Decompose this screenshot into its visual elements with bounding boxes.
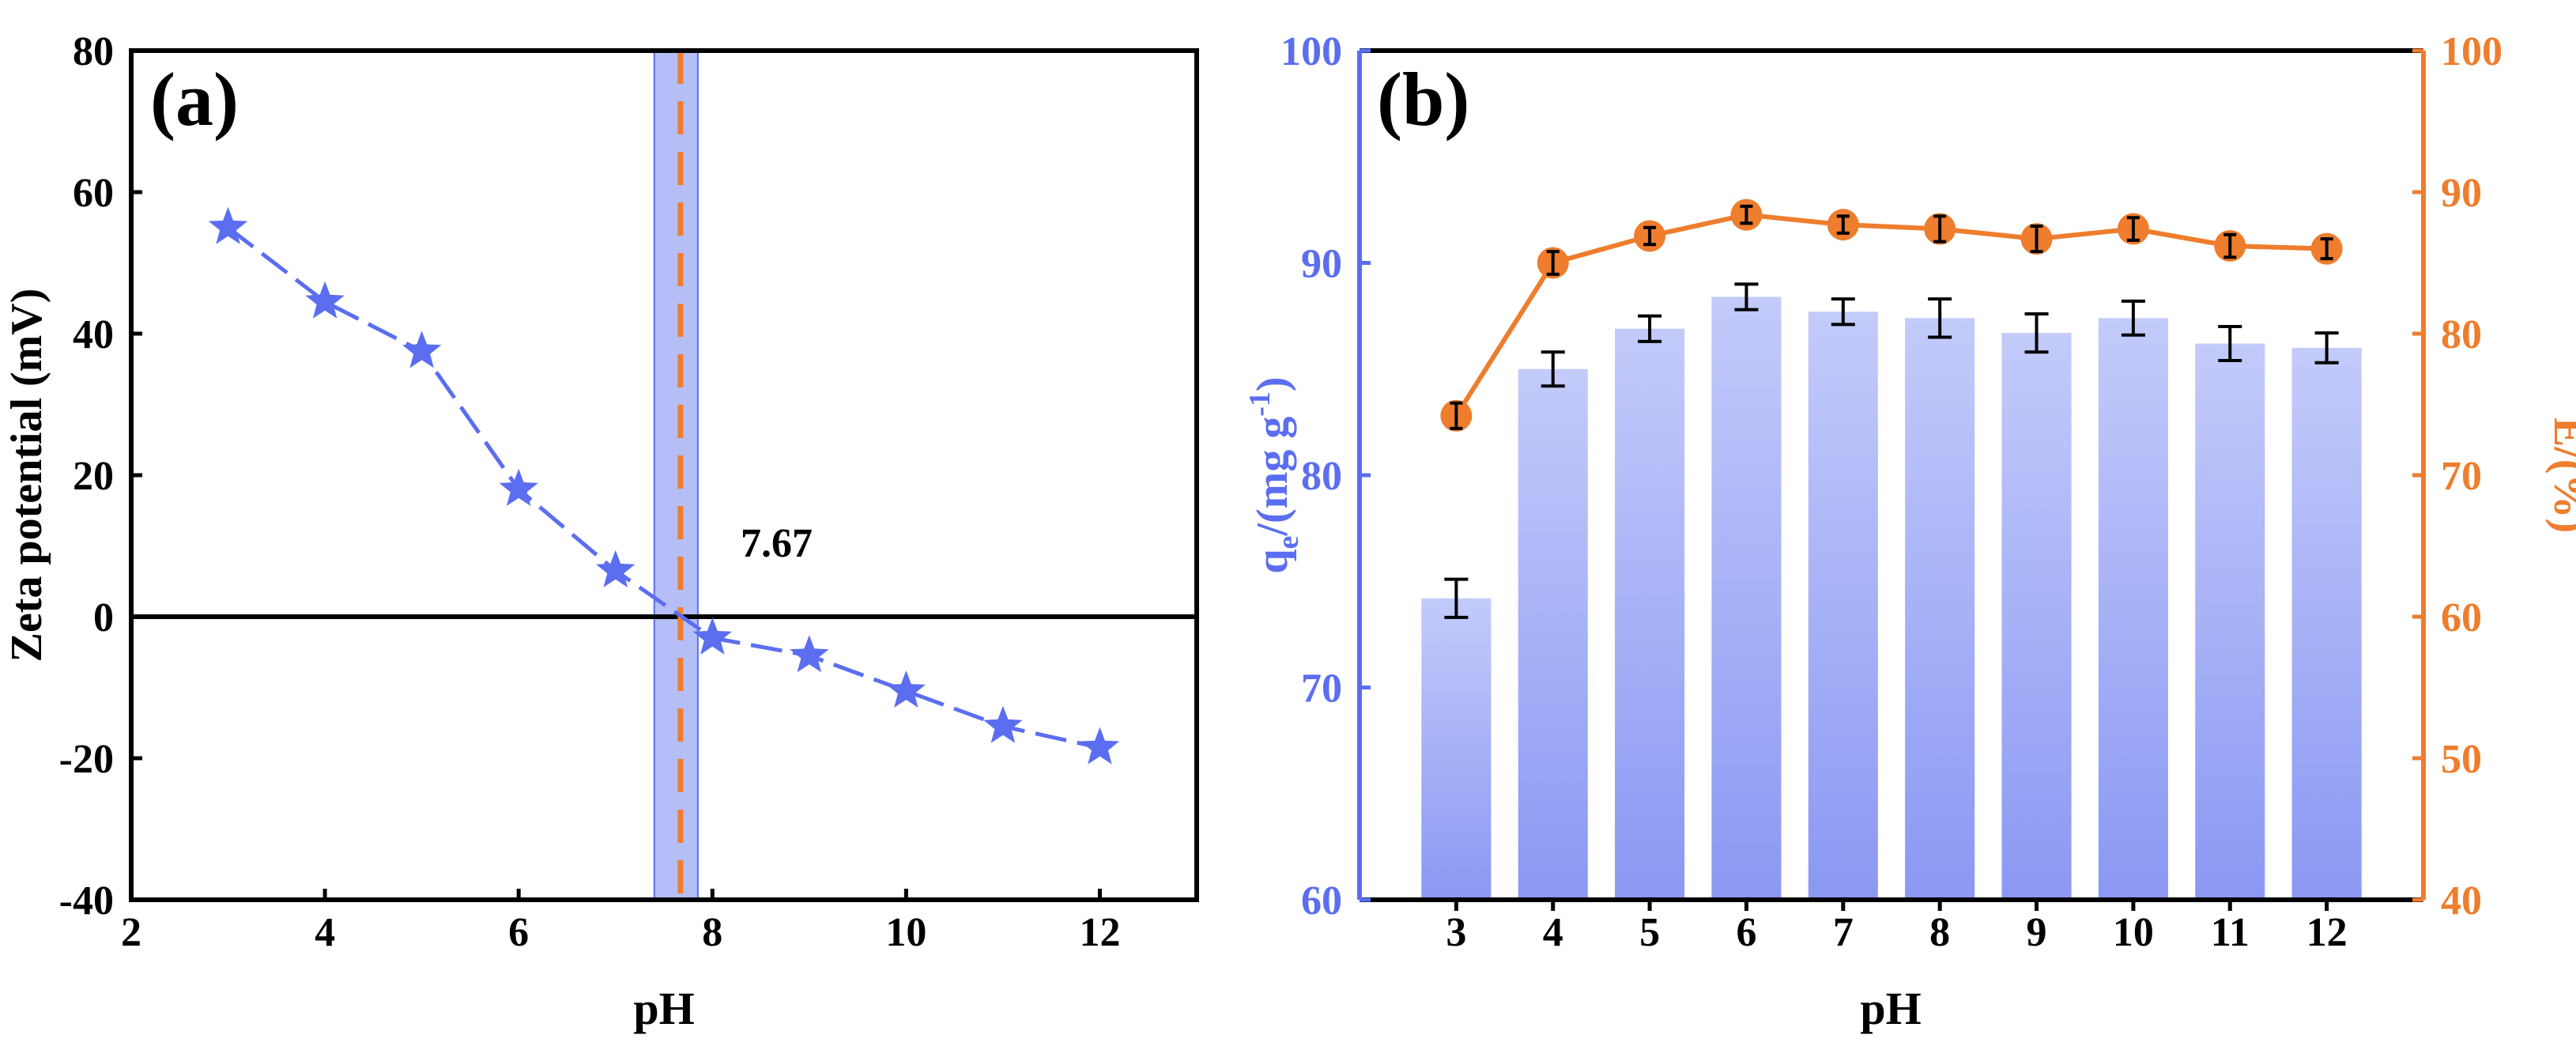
x-tick-label: 6 <box>508 910 529 955</box>
y-tick-label: -40 <box>59 878 114 923</box>
qe-bar <box>2098 318 2168 900</box>
right-tick-label: 80 <box>2441 312 2482 357</box>
zeta-point <box>499 468 538 506</box>
zeta-point <box>886 670 926 708</box>
qe-bar <box>2195 343 2265 900</box>
y-tick-label: 80 <box>73 29 114 74</box>
right-tick-label: 70 <box>2441 454 2482 499</box>
x-tick-label: 2 <box>121 910 141 955</box>
efficiency-series-line <box>1454 212 2327 417</box>
x-tick-label: 9 <box>2027 910 2047 955</box>
y-tick-label: 0 <box>93 595 114 640</box>
qe-bar <box>1905 318 1975 900</box>
qe-bar <box>1808 312 1878 900</box>
x-tick-label: 12 <box>2306 910 2348 955</box>
panel-a-frame <box>129 48 1199 902</box>
left-tick-label: 70 <box>1301 667 1342 712</box>
panel-a-label: (a) <box>150 57 239 142</box>
qe-label-sub: e <box>1272 536 1305 550</box>
qe-bar <box>1711 296 1782 901</box>
x-tick-label: 8 <box>1929 910 1950 955</box>
zeta-point <box>208 206 248 244</box>
y-tick-label: 60 <box>73 171 114 216</box>
x-tick-label: 10 <box>2113 910 2154 955</box>
qe-bar <box>1518 368 1588 900</box>
qe-label-q: q <box>1248 549 1297 573</box>
qe-label-mid: /(mg g <box>1248 417 1297 537</box>
y-tick-label: 40 <box>73 312 114 357</box>
x-tick-label: 8 <box>702 910 722 955</box>
isoelectric-point-label: 7.67 <box>741 521 813 566</box>
panel-b-left-tick-labels: 60 70 80 90 100 <box>1280 29 1342 923</box>
qe-bars <box>1421 296 2362 901</box>
qe-label-sup: -1 <box>1243 391 1277 417</box>
isoelectric-band <box>653 50 699 901</box>
right-tick-label: 100 <box>2441 29 2502 74</box>
zeta-point <box>790 635 829 673</box>
qe-label-end: ) <box>1248 376 1297 391</box>
efficiency-series-points <box>1440 198 2343 432</box>
panel-b: 3 4 5 6 7 8 9 10 11 12 60 70 80 90 100 40 50 60 70 80 90 10… <box>1243 29 2576 1034</box>
y-tick-label: -20 <box>59 737 114 782</box>
left-tick-label: 60 <box>1301 878 1342 923</box>
panel-b-right-axis-title: E/(%) <box>2544 417 2576 533</box>
zeta-point <box>596 550 636 587</box>
panel-a-x-tick-labels: 2 4 6 8 10 12 <box>121 910 1120 955</box>
panel-b-right-tick-labels: 40 50 60 70 80 90 100 <box>2441 29 2502 923</box>
zeta-series-line <box>227 225 1100 750</box>
x-tick-label: 4 <box>1543 910 1563 955</box>
right-tick-label: 60 <box>2441 595 2482 640</box>
zeta-point <box>983 705 1023 743</box>
panel-b-label: (b) <box>1377 57 1469 142</box>
zeta-point <box>402 330 442 368</box>
x-tick-label: 7 <box>1833 910 1854 955</box>
x-tick-label: 5 <box>1639 910 1660 955</box>
zeta-point <box>1080 727 1120 765</box>
panel-a-y-axis-title: Zeta potential (mV) <box>2 289 51 663</box>
panel-b-x-tick-labels: 3 4 5 6 7 8 9 10 11 12 <box>1446 910 2347 955</box>
panel-b-x-axis-title: pH <box>1860 983 1921 1034</box>
y-tick-label: 20 <box>73 454 114 499</box>
left-tick-label: 80 <box>1301 454 1342 499</box>
x-tick-label: 6 <box>1736 910 1756 955</box>
x-tick-label: 4 <box>315 910 335 955</box>
left-tick-label: 100 <box>1280 29 1342 74</box>
qe-bar <box>1615 328 1685 900</box>
panel-a-x-axis-title: pH <box>633 983 694 1034</box>
zeta-series-points <box>208 206 1120 765</box>
panel-b-axes <box>1357 48 2426 911</box>
right-tick-label: 90 <box>2441 171 2482 216</box>
qe-bar <box>1421 598 1492 900</box>
x-tick-label: 12 <box>1079 910 1120 955</box>
zeta-point <box>305 281 345 319</box>
zeta-point <box>692 617 732 655</box>
x-tick-label: 11 <box>2211 910 2250 955</box>
x-tick-label: 3 <box>1446 910 1466 955</box>
panel-a-y-tick-labels: -40 -20 0 20 40 60 80 <box>59 29 114 923</box>
qe-error-bars <box>1444 282 2339 619</box>
right-tick-label: 50 <box>2441 737 2482 782</box>
right-tick-label: 40 <box>2441 878 2482 923</box>
panel-a: 2 4 6 8 10 12 -40 -20 0 20 40 60 80 (a) 7.67 pH Zet… <box>2 29 1199 1034</box>
qe-bar <box>2291 347 2362 900</box>
qe-bar <box>2001 333 2072 901</box>
x-tick-label: 10 <box>885 910 926 955</box>
left-tick-label: 90 <box>1301 242 1342 287</box>
panel-b-left-axis-title: qe/(mg g-1) <box>1243 376 1305 573</box>
